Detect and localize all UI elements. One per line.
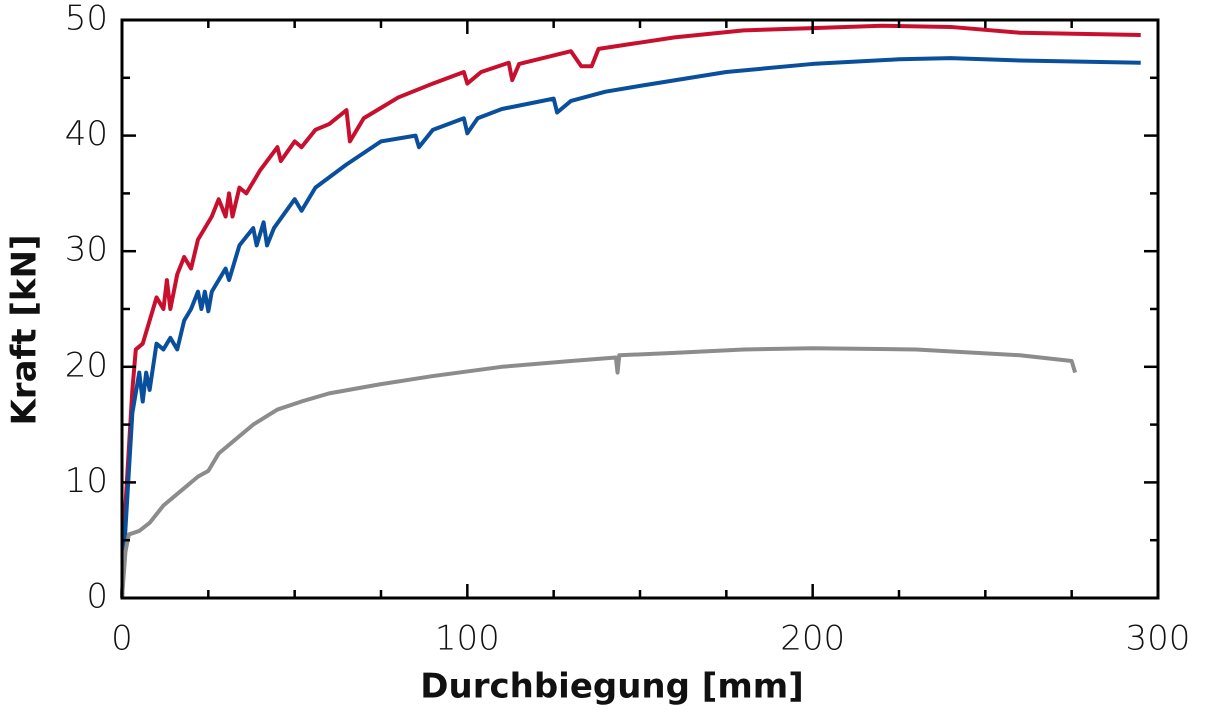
plot-frame <box>120 18 1160 600</box>
y-tick-label: 40 <box>65 114 108 154</box>
y-tick-label: 10 <box>65 461 108 501</box>
x-tick-label: 100 <box>435 619 500 659</box>
x-tick-label: 300 <box>1126 619 1191 659</box>
data-line <box>120 346 1078 599</box>
data-line <box>120 23 1141 599</box>
y-tick-label: 30 <box>65 230 108 270</box>
y-tick-label: 20 <box>65 345 108 385</box>
data-line <box>120 56 1141 599</box>
y-tick-label: 0 <box>86 577 108 617</box>
y-axis-title: Kraft [kN] <box>5 234 45 425</box>
x-axis-title: Durchbiegung [mm] <box>420 667 803 707</box>
x-tick-label: 200 <box>780 619 845 659</box>
y-tick-label: 50 <box>65 0 108 39</box>
x-tick-label: 0 <box>111 619 133 659</box>
